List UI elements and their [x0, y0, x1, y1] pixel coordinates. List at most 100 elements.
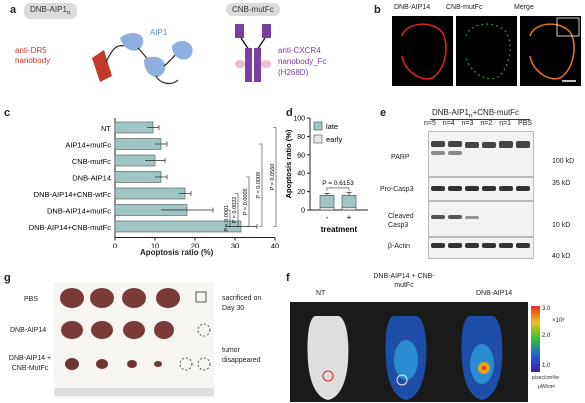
panel-b-letter: b — [374, 4, 381, 16]
y-tick-label: 100 — [293, 116, 305, 123]
nanobody-fc-label: nanobody_Fc — [278, 57, 327, 66]
legend-swatch — [313, 121, 323, 131]
ruler — [54, 388, 214, 396]
hinge-shape — [240, 37, 266, 51]
lane-label: n=3 — [461, 120, 474, 127]
microscopy-images — [392, 16, 581, 86]
lane-labels: n=5 n=4 n=3 n=2 n=1 PBS — [424, 120, 532, 127]
p-value-label: P < 0.0001 — [224, 205, 230, 232]
mouse-nt — [307, 316, 349, 400]
legend-label: late — [326, 122, 338, 131]
panel-c-letter: c — [4, 107, 11, 119]
dr5-nanobody-shape — [92, 50, 112, 82]
mouse-label-combo: DNB-AIP14 + CNB-mutFc — [373, 273, 435, 289]
x-axis-label: treatment — [321, 225, 358, 234]
weight-label-35: 35 kD — [552, 180, 571, 187]
linker-4 — [155, 75, 179, 85]
anti-dr5-label: anti-DR5 — [15, 46, 47, 55]
blot-title-sub: n — [468, 112, 473, 120]
lane-label: n=1 — [499, 120, 512, 127]
panel-f-letter: f — [286, 272, 290, 284]
dnb-aip14-tumors — [61, 321, 174, 339]
chart-c-xlabel: Apoptosis ratio (%) — [140, 248, 214, 257]
scale-tick-3: 3.0 — [542, 306, 551, 312]
stacked-bar-segment — [341, 194, 357, 208]
p-value-label: P = 0.0009 — [256, 172, 262, 199]
weight-label-10: 10 kD — [552, 222, 571, 229]
dnb-channel-image — [392, 16, 453, 86]
sacrificed-marker-box — [195, 291, 207, 303]
cnb-mutfc-tag: CNB-mutFc — [226, 3, 280, 16]
merge-membrane-outline — [529, 23, 575, 80]
bar — [114, 138, 162, 150]
x-tick-label: 30 — [231, 242, 239, 249]
y-axis-label: Apoptosis ratio (%) — [284, 129, 293, 198]
x-tick-label: 40 — [271, 242, 279, 249]
signal-combo — [394, 340, 418, 380]
procasp3-bands — [431, 186, 530, 191]
mice-image — [307, 316, 503, 400]
row-label-combo: DNB-AIP14 + CNB-MutFc — [8, 355, 52, 372]
arm-left-shape — [235, 24, 244, 38]
aip1-domain-3 — [172, 40, 193, 60]
row-label-pbs: PBS — [24, 296, 39, 303]
mutation-right-marker — [261, 60, 271, 68]
x-tick-label: + — [347, 213, 352, 222]
category-label: DNB-AIP14+mutFc — [47, 207, 111, 216]
anti-cxcr4-label: anti-CXCR4 — [278, 46, 321, 55]
y-tick-label: 80 — [297, 134, 305, 141]
bar — [114, 187, 186, 200]
scale-tick-1: 1.0 — [542, 363, 551, 369]
lane-label: n=4 — [442, 120, 455, 127]
significance-bracket — [259, 143, 263, 227]
category-label: DNB-AIP14 — [72, 174, 111, 183]
x-tick-label: 0 — [113, 242, 117, 249]
merge-channel-image — [520, 16, 581, 86]
lane-label: n=2 — [480, 120, 493, 127]
scale-unit-2: μW/cm² — [538, 384, 556, 390]
cleaved-casp3-bands — [431, 215, 479, 219]
blot-title-rule — [430, 119, 530, 120]
zoom-inset-box — [556, 17, 580, 37]
red-membrane-outline — [401, 23, 447, 80]
dnb-aip1-schematic — [92, 32, 193, 85]
significance-bracket — [227, 209, 231, 227]
bar — [114, 220, 242, 233]
dnb-aip1n-tag: DNB-AIP1n — [24, 3, 77, 19]
significance-bracket — [273, 127, 277, 227]
protein-label-procasp3: Pro-Casp3 — [380, 186, 414, 193]
mutation-label: (H268D) — [278, 68, 309, 77]
signal-dnb-hot — [482, 366, 486, 370]
significance-bracket — [235, 193, 239, 227]
blot-title-pre: DNB-AIP1 — [432, 108, 469, 117]
colorbar — [531, 306, 540, 372]
chart-c: NT AIP14+mutFc CNB-mutFc DNB-AIP14 DNB-AIP14… — [29, 118, 279, 249]
channel-label-1: DNB-AIP14 — [394, 4, 431, 11]
category-label: AIP14+mutFc — [65, 141, 111, 150]
mouse-label-nt: NT — [316, 290, 326, 297]
significance-bracket — [246, 176, 250, 227]
category-label: CNB-mutFc — [72, 157, 111, 166]
p-value-label: P = 0.6153 — [322, 180, 354, 187]
fc-left-shape — [245, 48, 252, 82]
p-value-label: P = 0.0560 — [270, 164, 276, 191]
actin-blot — [428, 237, 534, 259]
panel-d-letter: d — [286, 107, 293, 119]
missing-tumor-circle-1 — [197, 323, 211, 337]
legend-label: early — [326, 135, 343, 144]
stacked-bar-segment — [341, 206, 357, 211]
aip1-label: AIP1 — [150, 28, 168, 37]
scale-tick-2: 2.0 — [542, 333, 551, 339]
fc-right-shape — [254, 48, 261, 82]
category-label: NT — [101, 124, 111, 133]
combo-tumors — [65, 358, 162, 370]
parp-blot — [428, 131, 534, 177]
dnb-aip1n-tag-text: DNB-AIP1 — [30, 5, 67, 14]
roi-nt — [322, 370, 334, 382]
disappeared-note: tumor disappeared — [222, 347, 261, 364]
p-value-bracket — [326, 187, 350, 191]
missing-tumor-circle-3 — [197, 357, 211, 371]
arm-right-shape — [262, 24, 271, 38]
p-value-label: P = 0.0005 — [243, 188, 249, 215]
